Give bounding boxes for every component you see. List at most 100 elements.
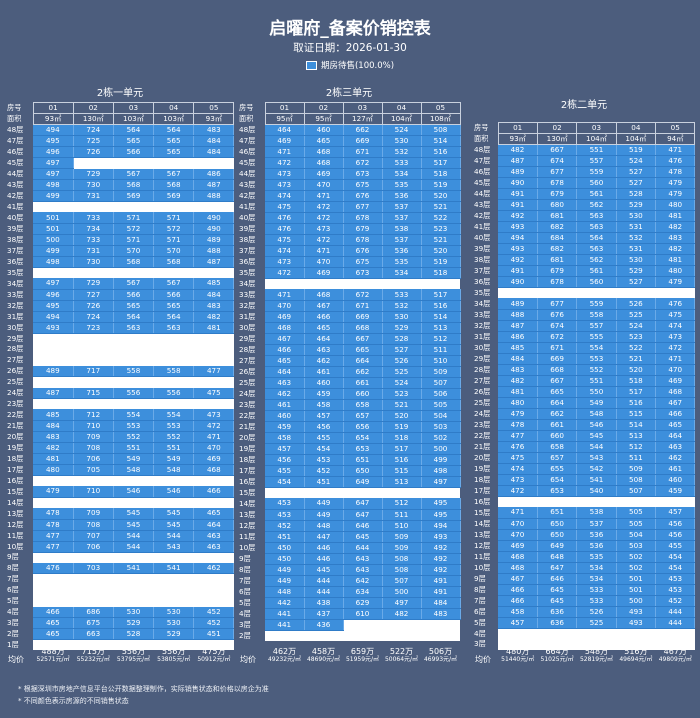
unit-price-cell: 463 xyxy=(193,530,235,542)
average-unit-price: 50912元/㎡ xyxy=(197,656,231,663)
legend-label: 期房待售(100.0%) xyxy=(320,61,395,71)
unit-price-cell xyxy=(343,619,382,631)
floor-label: 9层 xyxy=(474,573,486,583)
unit-price-cell xyxy=(113,344,154,355)
table-row: 4层 466 686 530 530 452 xyxy=(6,606,235,618)
unit-area: 95㎡ xyxy=(264,113,305,125)
table-row: 28层 466 463 665 527 511 xyxy=(238,344,461,356)
unit-price-cell: 465 xyxy=(265,355,305,367)
unit-price-cell xyxy=(73,639,114,651)
floor-label: 27层 xyxy=(239,355,256,365)
unit-price-cell: 524 xyxy=(382,377,422,389)
unit-price-cell: 535 xyxy=(382,256,422,268)
unit-price-cell xyxy=(73,584,114,596)
unit-price-cell: 520 xyxy=(421,190,461,202)
unit-price-cell xyxy=(343,630,382,642)
unit-price-cell: 686 xyxy=(73,606,114,618)
unit-price-cell: 667 xyxy=(343,333,383,345)
unit-price-cell: 571 xyxy=(113,234,155,246)
floor-label: 16层 xyxy=(239,476,256,486)
unit-price-cell: 455 xyxy=(304,432,344,444)
unit-price-cell: 472 xyxy=(265,157,305,169)
average-unit-price: 52571元/㎡ xyxy=(36,656,70,663)
unit-price-cell: 516 xyxy=(421,146,461,158)
unit-price-cell xyxy=(616,287,656,299)
floor-label: 45层 xyxy=(239,158,256,167)
table-row: 22层 485 712 554 554 473 xyxy=(6,409,235,421)
unit-price-cell: 724 xyxy=(73,311,114,323)
floor-label: 24层 xyxy=(474,408,491,418)
table-row: 14层 453 449 647 512 495 xyxy=(238,498,461,510)
unit-price-cell: 503 xyxy=(421,421,461,433)
unit-price-cell: 536 xyxy=(576,540,617,552)
unit-price-cell: 454 xyxy=(304,443,344,455)
unit-price-cell: 520 xyxy=(421,245,461,257)
unit-price-cell: 734 xyxy=(73,223,114,235)
table-row: 46层 496 726 566 565 484 xyxy=(6,146,235,158)
unit-price-cell xyxy=(421,487,460,499)
unit-price-cell: 646 xyxy=(343,520,383,532)
unit-price-cell: 509 xyxy=(421,366,461,378)
unit-price-cell: 710 xyxy=(73,420,114,432)
table-row: 14层 470 650 537 505 456 xyxy=(473,518,696,530)
unit-price-cell: 569 xyxy=(153,190,195,202)
average-price: 522万 50064元/㎡ xyxy=(382,648,421,664)
unit-price-cell: 473 xyxy=(265,168,305,180)
floor-label: 10层 xyxy=(7,541,24,551)
unit-price-cell: 660 xyxy=(537,430,578,442)
unit-price-cell: 671 xyxy=(343,300,383,312)
floor-label: 6层 xyxy=(7,585,19,595)
unit-price-cell: 508 xyxy=(616,474,657,486)
unit-price-cell: 488 xyxy=(498,309,538,321)
unit-price-cell: 563 xyxy=(576,221,617,233)
unit-price-cell: 473 xyxy=(265,256,305,268)
table-row: 34层 xyxy=(238,278,460,290)
unit-price-cell: 512 xyxy=(616,441,657,453)
unit-price-cell: 519 xyxy=(421,179,461,191)
unit-price-cell: 462 xyxy=(304,355,344,367)
unit-price-cell: 481 xyxy=(655,254,696,266)
unit-price-cell: 526 xyxy=(616,298,657,310)
unit-price-cell: 676 xyxy=(343,245,383,257)
table-row: 31层 494 724 564 564 482 xyxy=(6,311,235,323)
unit-price-cell xyxy=(33,376,74,388)
unit-price-cell: 528 xyxy=(616,188,657,200)
unit-price-cell: 541 xyxy=(576,474,617,486)
floor-label: 44层 xyxy=(239,169,256,178)
floor-label: 32层 xyxy=(239,300,256,310)
table-row: 16层 xyxy=(6,475,234,487)
unit-price-cell xyxy=(153,595,194,607)
table-row: 37层 474 471 676 536 520 xyxy=(238,245,461,257)
unit-price-cell: 535 xyxy=(576,551,617,563)
floor-label: 18层 xyxy=(474,474,491,484)
unit-price-cell: 505 xyxy=(616,518,657,530)
floor-label: 11层 xyxy=(7,530,24,540)
unit-price-cell: 499 xyxy=(421,454,461,466)
unit-price-cell: 457 xyxy=(265,443,305,455)
unit-price-cell: 727 xyxy=(73,289,114,301)
unit-price-cell: 487 xyxy=(498,155,538,167)
unit-price-cell: 529 xyxy=(382,322,422,334)
table-row: 31层 486 672 555 523 473 xyxy=(473,331,696,343)
unit-price-cell: 654 xyxy=(537,474,578,486)
unit-price-cell xyxy=(73,376,114,388)
unit-price-cell: 524 xyxy=(382,124,422,136)
unit-price-cell: 643 xyxy=(343,564,383,576)
unit-area: 94㎡ xyxy=(655,133,696,145)
unit-price-cell: 464 xyxy=(265,366,305,378)
unit-price-cell: 660 xyxy=(343,388,383,400)
unit-price-cell: 474 xyxy=(265,245,305,257)
unit-price-cell: 461 xyxy=(304,366,344,378)
unit-price-cell: 498 xyxy=(421,465,461,477)
unit-price-cell: 491 xyxy=(498,188,538,200)
unit-price-cell xyxy=(304,487,343,499)
avg-label: 均价 xyxy=(8,655,24,664)
average-total: 467万 xyxy=(663,647,687,656)
table-row: 43层 498 730 568 568 487 xyxy=(6,179,235,191)
unit-price-cell: 681 xyxy=(537,254,578,266)
average-price: 548万 52819元/㎡ xyxy=(577,648,616,664)
floor-label: 31层 xyxy=(474,331,491,341)
unit-price-cell: 705 xyxy=(73,464,114,476)
unit-price-cell: 523 xyxy=(421,223,461,235)
floor-label: 23层 xyxy=(239,399,256,409)
